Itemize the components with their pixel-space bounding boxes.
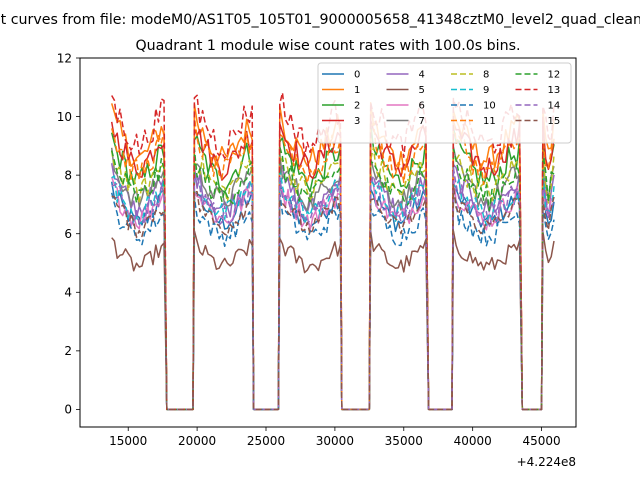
x-tick-label: 20000: [178, 434, 216, 448]
legend-label-3: 3: [354, 116, 360, 127]
legend-label-8: 8: [483, 70, 489, 81]
x-tick-label: 25000: [247, 434, 285, 448]
x-offset-label: +4.224e8: [517, 455, 576, 469]
y-tick-label: 12: [57, 51, 72, 65]
y-tick-label: 6: [64, 227, 72, 241]
x-tick-label: 40000: [454, 434, 492, 448]
y-tick-label: 0: [64, 403, 72, 417]
legend-label-4: 4: [419, 70, 425, 81]
legend-box: [317, 62, 572, 144]
x-tick-label: 45000: [522, 434, 560, 448]
y-tick-label: 8: [64, 168, 72, 182]
series-line-15: [111, 184, 555, 411]
legend-label-15: 15: [548, 116, 561, 127]
x-tick-label: 15000: [109, 434, 147, 448]
series-line-12: [110, 146, 555, 411]
legend-label-1: 1: [354, 85, 360, 96]
legend-label-9: 9: [483, 85, 489, 96]
legend-label-14: 14: [548, 101, 561, 112]
x-axis: 15000 20000 25000 30000 35000 40000 45000: [109, 427, 561, 448]
chart-suptitle: Light curves from file: modeM0/AS1T05_10…: [0, 12, 640, 28]
legend-label-11: 11: [483, 116, 496, 127]
legend-label-10: 10: [483, 101, 496, 112]
legend-label-7: 7: [419, 116, 425, 127]
plot-frame: [79, 57, 577, 428]
legend-label-12: 12: [548, 70, 561, 81]
legend-label-2: 2: [354, 101, 360, 112]
x-tick-label: 30000: [316, 434, 354, 448]
x-tick-label: 35000: [385, 434, 423, 448]
legend-label-0: 0: [354, 70, 360, 81]
y-tick-label: 10: [57, 110, 72, 124]
y-axis: 0 2 4 6 8 10 12: [57, 51, 80, 417]
legend-label-6: 6: [419, 101, 425, 112]
legend-label-5: 5: [419, 85, 425, 96]
chart-title: Quadrant 1 module wise count rates with …: [135, 38, 520, 54]
series-layer: [110, 91, 555, 411]
legend-label-13: 13: [548, 85, 561, 96]
y-tick-label: 2: [64, 344, 72, 358]
y-tick-label: 4: [64, 286, 72, 300]
